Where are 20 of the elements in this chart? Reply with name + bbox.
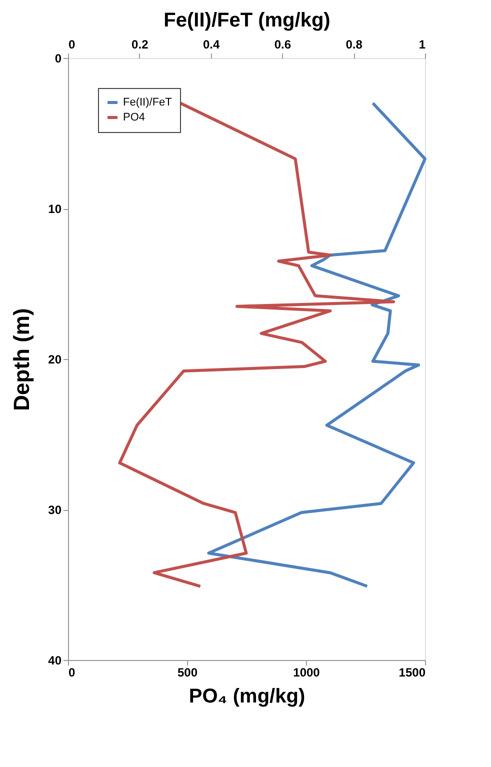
x2-tick-label: 0	[68, 38, 76, 52]
x2-tick-label: 0.4	[202, 38, 220, 52]
y-tick-label: 30	[48, 503, 62, 517]
x-tick-label: 0	[68, 666, 76, 680]
x2-axis-title: Fe(II)/FeT (mg/kg)	[164, 10, 330, 32]
x-tick-label: 500	[177, 666, 198, 680]
x2-tick-label: 0.6	[274, 38, 292, 52]
y-axis-title: Depth (m)	[9, 308, 34, 411]
x2-tick-label: 0.8	[346, 38, 363, 52]
legend-label: Fe(II)/FeT	[123, 96, 172, 108]
legend-label: PO4	[123, 112, 146, 124]
x2-tick-label: 0.2	[132, 38, 149, 52]
x-tick-label: 1000	[293, 666, 320, 680]
y-tick-label: 0	[54, 52, 62, 66]
y-tick-label: 10	[48, 202, 62, 216]
y-tick-label: 20	[48, 352, 62, 366]
x2-tick-label: 1	[418, 38, 426, 52]
x-axis-title: PO₄ (mg/kg)	[188, 686, 306, 708]
x-tick-label: 1500	[398, 666, 426, 680]
y-tick-label: 40	[48, 654, 62, 668]
